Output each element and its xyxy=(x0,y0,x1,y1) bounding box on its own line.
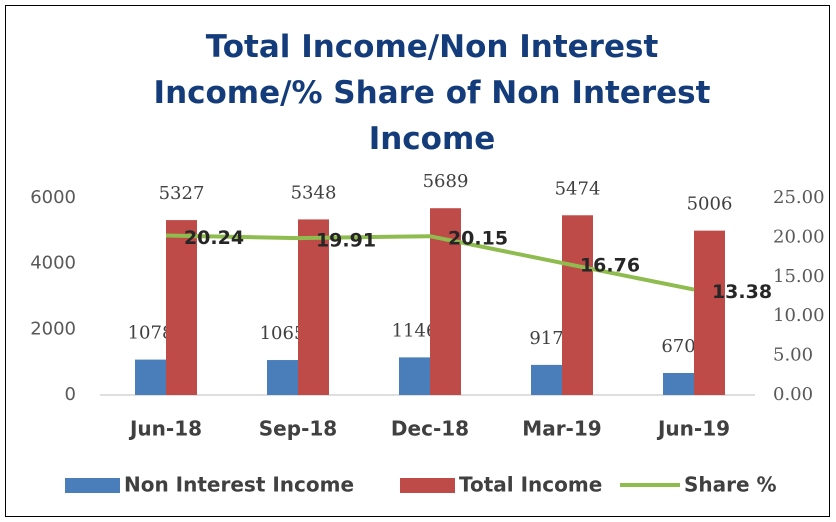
bar xyxy=(166,220,197,395)
chart-title: Total Income/Non Interest Income/% Share… xyxy=(153,29,711,157)
y-tick-label: 2000 xyxy=(30,318,76,339)
bar-value-label: 1078 xyxy=(128,323,174,344)
line-value-label: 19.91 xyxy=(316,230,376,252)
bar xyxy=(399,357,430,395)
chart-border xyxy=(5,5,830,517)
bar xyxy=(562,215,593,395)
bar-value-label: 5689 xyxy=(423,171,469,192)
line-value-label: 20.24 xyxy=(184,227,244,249)
bar xyxy=(531,364,562,395)
legend-swatch xyxy=(400,478,455,493)
bar-value-label: 5474 xyxy=(555,178,601,199)
legend-label: Total Income xyxy=(459,473,602,497)
y2-tick-label: 10.00 xyxy=(773,305,825,326)
line-value-label: 20.15 xyxy=(448,228,508,250)
y2-tick-label: 25.00 xyxy=(773,187,825,208)
y2-tick-label: 0.00 xyxy=(773,384,813,405)
y2-tick-label: 20.00 xyxy=(773,226,825,247)
bar-value-label: 1065 xyxy=(260,323,306,344)
x-tick-label: Dec-18 xyxy=(391,417,469,441)
legend-swatch xyxy=(65,478,120,493)
x-tick-label: Sep-18 xyxy=(259,417,337,441)
x-tick-label: Jun-18 xyxy=(128,417,202,441)
legend-label: Non Interest Income xyxy=(124,473,354,497)
y2-tick-label: 5.00 xyxy=(773,345,813,366)
x-tick-label: Mar-19 xyxy=(522,417,601,441)
line xyxy=(165,233,695,292)
bar-value-label: 1146 xyxy=(392,320,438,341)
bar xyxy=(267,360,298,395)
y-tick-label: 0 xyxy=(65,384,76,405)
x-tick-label: Jun-19 xyxy=(656,417,730,441)
bar xyxy=(663,373,694,395)
legend-label: Share % xyxy=(684,473,777,497)
y-tick-label: 4000 xyxy=(30,253,76,274)
bar xyxy=(135,359,166,395)
bar-value-label: 917 xyxy=(529,328,563,349)
bar-value-label: 5006 xyxy=(687,194,733,215)
line-value-label: 13.38 xyxy=(712,281,772,303)
bar xyxy=(694,230,725,395)
line-value-label: 16.76 xyxy=(580,254,640,276)
bar-value-label: 5327 xyxy=(159,183,205,204)
bar xyxy=(298,219,329,395)
bar-value-label: 670 xyxy=(661,336,695,357)
y-tick-label: 6000 xyxy=(30,187,76,208)
y2-tick-label: 15.00 xyxy=(773,266,825,287)
bar-value-label: 5348 xyxy=(291,182,337,203)
